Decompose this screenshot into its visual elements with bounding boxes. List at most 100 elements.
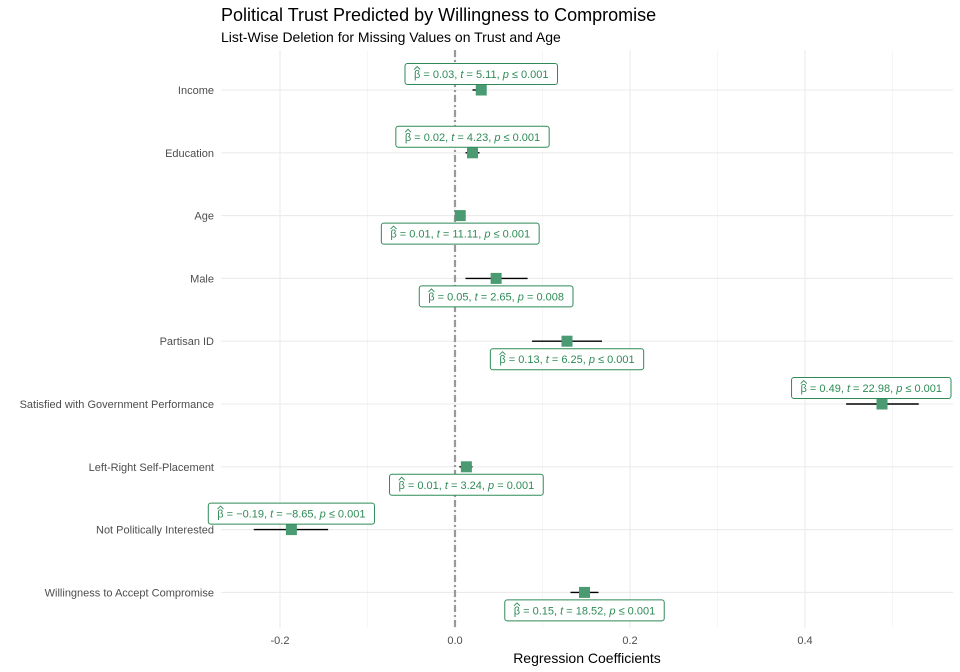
y-tick-label: Not Politically Interested: [96, 525, 214, 537]
coefficient-point: [561, 335, 573, 347]
stat-label-part: p: [319, 509, 326, 521]
stat-label-text: β = 0.13, t = 6.25, p ≤ 0.001: [499, 354, 634, 366]
stat-label-part: p: [493, 132, 500, 144]
coefficient-point: [467, 147, 478, 159]
stat-label-part: ≤ 0.001: [595, 354, 635, 366]
stat-label-part: t: [847, 383, 851, 395]
stat-label-box: [389, 473, 544, 496]
stat-label-part: = 0.01,: [405, 480, 445, 492]
stat-label-part: β: [405, 132, 411, 144]
stat-label-part: β: [399, 480, 405, 492]
y-tick-label: Satisfied with Government Performance: [20, 399, 214, 411]
x-tick-label: -0.2: [271, 635, 290, 647]
stat-label: β = 0.03, t = 5.11, p ≤ 0.001: [404, 63, 559, 85]
beta-hat: [404, 128, 412, 133]
stat-label-box: [418, 285, 574, 308]
stat-label-part: = 0.01,: [397, 229, 437, 241]
stat-label-part: = 0.02,: [411, 132, 451, 144]
coefficient-marks: [253, 84, 919, 598]
x-tick-label: 0.4: [797, 635, 812, 647]
stat-label-text: β = 0.49, t = 22.98, p ≤ 0.001: [801, 383, 942, 395]
stat-label-part: = 5.11,: [463, 69, 502, 81]
stat-label-part: p: [895, 383, 902, 395]
stat-label-part: t: [270, 509, 274, 521]
stat-label-text: β = 0.01, t = 11.11, p ≤ 0.001: [390, 229, 530, 241]
stat-label: β = 0.13, t = 6.25, p ≤ 0.001: [489, 348, 645, 371]
stat-label-part: p: [588, 354, 595, 366]
stat-label-part: = 18.52,: [563, 605, 609, 617]
stat-label-part: = −0.19,: [224, 509, 270, 521]
coefficient-point: [579, 586, 590, 598]
stat-label-part: t: [460, 69, 464, 81]
coefficient-point: [454, 210, 466, 222]
y-tick-label: Partisan ID: [160, 336, 214, 348]
coefficient-point: [285, 524, 297, 536]
stat-label-part: p: [517, 291, 524, 303]
stat-label-text: β = 0.02, t = 4.23, p ≤ 0.001: [405, 132, 540, 144]
stat-label-part: p: [502, 69, 509, 81]
beta-hat: [513, 602, 521, 607]
y-axis: Income Education Age Male Partisan ID Satisfi…: [20, 85, 214, 599]
stat-label: β = 0.01, t = 11.11, p ≤ 0.001: [380, 222, 540, 245]
stat-label-part: = 0.008: [524, 291, 564, 303]
stat-label-part: t: [560, 605, 564, 617]
stat-label-part: ≤ 0.001: [616, 605, 656, 617]
stat-label-part: = 0.15,: [520, 605, 560, 617]
stat-label-part: = −8.65,: [273, 509, 319, 521]
stat-label-part: t: [451, 132, 455, 144]
stat-label: β = 0.49, t = 22.98, p ≤ 0.001: [791, 377, 952, 399]
grid-lines: [221, 50, 953, 628]
y-tick-label: Willingness to Accept Compromise: [45, 587, 214, 599]
stat-label-part: = 0.13,: [506, 354, 546, 366]
stat-label-part: ≤ 0.001: [490, 229, 530, 241]
stat-label-part: ≤ 0.001: [326, 509, 366, 521]
stat-label: β = 0.01, t = 3.24, p = 0.001: [389, 473, 544, 496]
stat-label-text: β = 0.15, t = 18.52, p ≤ 0.001: [514, 605, 655, 617]
stat-label-part: = 0.001: [494, 480, 534, 492]
stat-label-part: = 2.65,: [478, 291, 518, 303]
stat-label: β = −0.19, t = −8.65, p ≤ 0.001: [207, 502, 375, 525]
coefficient-point: [460, 461, 472, 473]
stat-label-part: = 6.25,: [549, 354, 589, 366]
stat-label-part: t: [445, 480, 449, 492]
stat-label-part: = 0.05,: [435, 291, 475, 303]
stat-label-box: [404, 63, 559, 85]
stat-label-part: ≤ 0.001: [509, 69, 549, 81]
stat-label-part: = 3.24,: [448, 480, 488, 492]
stat-label-part: = 0.49,: [807, 383, 847, 395]
stat-label-box: [489, 348, 645, 371]
beta-hat: [390, 225, 397, 230]
stat-label-text: β = 0.05, t = 2.65, p = 0.008: [428, 291, 564, 303]
stat-label-part: β: [514, 605, 520, 617]
stat-label-part: t: [546, 354, 550, 366]
stat-label-part: = 11.11,: [440, 229, 485, 241]
stat-label-part: β: [217, 509, 223, 521]
stat-label-part: p: [487, 480, 494, 492]
y-tick-label: Age: [194, 211, 214, 223]
stat-label: β = 0.05, t = 2.65, p = 0.008: [418, 285, 574, 308]
coefficient-point: [876, 398, 888, 410]
stat-label-part: β: [414, 69, 420, 81]
stat-label: β = 0.15, t = 18.52, p ≤ 0.001: [504, 599, 665, 622]
stat-label-box: [791, 377, 952, 399]
stat-label-part: t: [475, 291, 479, 303]
chart-title: Political Trust Predicted by Willingness…: [221, 5, 656, 25]
coefficient-point: [475, 84, 487, 96]
stat-label-part: = 0.03,: [420, 69, 460, 81]
beta-hat: [428, 288, 435, 293]
y-tick-label: Male: [190, 273, 214, 285]
stat-label-text: β = 0.01, t = 3.24, p = 0.001: [399, 480, 535, 492]
stat-label-part: ≤ 0.001: [500, 132, 540, 144]
x-axis: -0.2 0.0 0.2 0.4: [271, 635, 813, 647]
stat-label-part: p: [608, 605, 615, 617]
beta-hat: [499, 351, 506, 356]
beta-hat: [217, 505, 224, 510]
stat-label-part: ≤ 0.001: [902, 383, 942, 395]
stat-label-part: β: [499, 354, 505, 366]
beta-hat: [800, 379, 808, 384]
stat-label-part: = 22.98,: [850, 383, 896, 395]
x-axis-label: Regression Coefficients: [513, 650, 661, 666]
y-tick-label: Income: [178, 85, 214, 97]
